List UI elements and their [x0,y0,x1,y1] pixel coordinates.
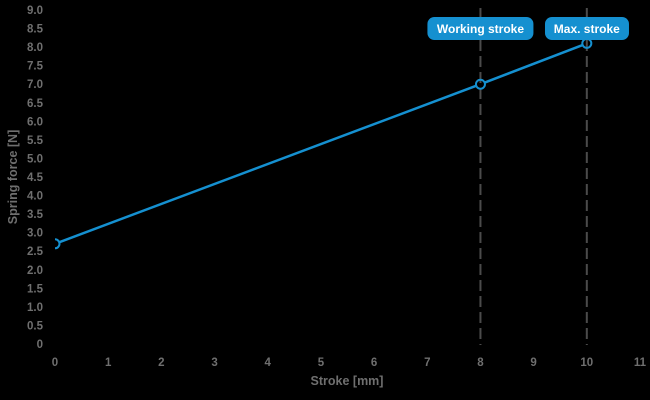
x-tick-label: 11 [634,357,647,369]
y-tick-label: 5.5 [27,135,44,147]
y-tick-label: 0.5 [27,320,44,332]
y-axis-label: Spring force [N] [6,130,20,224]
y-tick-label: 2.5 [27,246,44,258]
max-stroke-badge: Max. stroke [544,17,629,40]
x-tick-label: 0 [52,357,58,369]
y-tick-label: 7.0 [27,79,43,91]
x-tick-label: 8 [477,357,484,369]
y-tick-label: 8.0 [27,42,43,54]
x-tick-label: 4 [265,357,272,369]
y-tick-label: 3.0 [27,228,43,240]
y-tick-label: 2.0 [27,265,43,277]
data-point-marker [474,78,486,90]
y-tick-label: 1.5 [27,283,44,295]
data-point-marker-fill [475,79,485,89]
x-tick-label: 9 [530,357,536,369]
x-axis-label: Stroke [mm] [311,374,384,388]
x-tick-label: 2 [158,357,164,369]
y-tick-label: 4.0 [27,191,43,203]
x-tick-label: 6 [371,357,377,369]
x-tick-label: 7 [424,357,430,369]
data-point-marker [55,238,61,250]
y-tick-label: 0 [37,339,43,351]
y-tick-label: 6.5 [27,98,44,110]
y-tick-label: 5.0 [27,153,43,165]
x-tick-label: 1 [105,357,112,369]
x-tick-label: 5 [318,357,325,369]
plot-area: 0 1 2 3 4 5 6 7 8 9 10 11 0 0.5 1.0 1.5 2.0 2.5 3.0 3.5 4.0 4… [27,5,647,369]
y-tick-label: 4.5 [27,172,44,184]
x-tick-label: 10 [580,357,593,369]
y-tick-label: 7.5 [27,61,44,73]
x-tick-label: 3 [211,357,217,369]
y-tick-label: 1.0 [27,302,43,314]
working-stroke-badge: Working stroke [427,17,534,40]
y-tick-label: 6.0 [27,116,43,128]
spring-force-line [55,42,588,245]
y-tick-label: 3.5 [27,209,44,221]
y-tick-label: 9.0 [27,5,43,17]
y-tick-label: 8.5 [27,24,44,36]
